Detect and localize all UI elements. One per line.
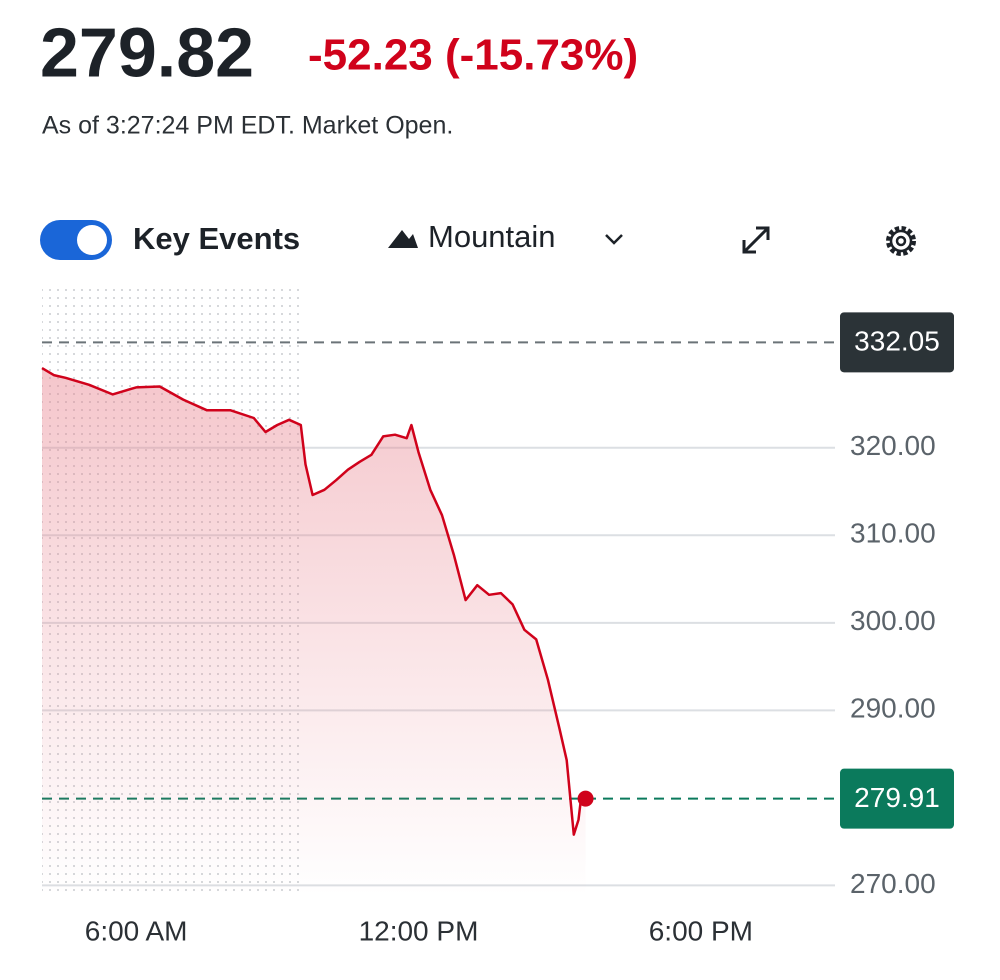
y-tick-label: 290.00 [850, 693, 936, 724]
reference-label-box [840, 768, 954, 829]
price-line [41, 367, 586, 836]
x-tick-label: 6:00 AM [85, 915, 188, 946]
timestamp: As of 3:27:24 PM EDT. Market Open. [42, 112, 453, 140]
y-tick-label: 300.00 [850, 605, 936, 636]
reference-label: 332.05 [854, 326, 940, 357]
price: 279.82 [40, 13, 254, 91]
settings-icon[interactable] [886, 226, 916, 256]
chart-style-label[interactable]: Mountain [428, 219, 556, 254]
price-change: -52.23 (-15.73%) [308, 31, 638, 80]
x-tick-label: 12:00 PM [359, 915, 479, 946]
y-tick-label: 270.00 [850, 868, 936, 899]
key-events-toggle[interactable] [40, 220, 112, 260]
last-point [577, 790, 594, 807]
toggle-knob [77, 225, 107, 255]
reference-label: 279.91 [854, 782, 940, 813]
x-tick-label: 6:00 PM [649, 915, 753, 946]
chart: 270.00 290.00 300.00 310.00 320.00 6:00 AM 12:… [41, 285, 954, 946]
area [42, 368, 586, 896]
mountain-icon [388, 230, 418, 248]
y-tick-label: 310.00 [850, 518, 936, 549]
y-tick-label: 320.00 [850, 430, 936, 461]
dropdown-chevron[interactable] [605, 234, 623, 245]
key-events-label[interactable]: Key Events [133, 221, 300, 256]
expand-icon[interactable] [742, 226, 770, 254]
reference-label-box [840, 312, 954, 373]
